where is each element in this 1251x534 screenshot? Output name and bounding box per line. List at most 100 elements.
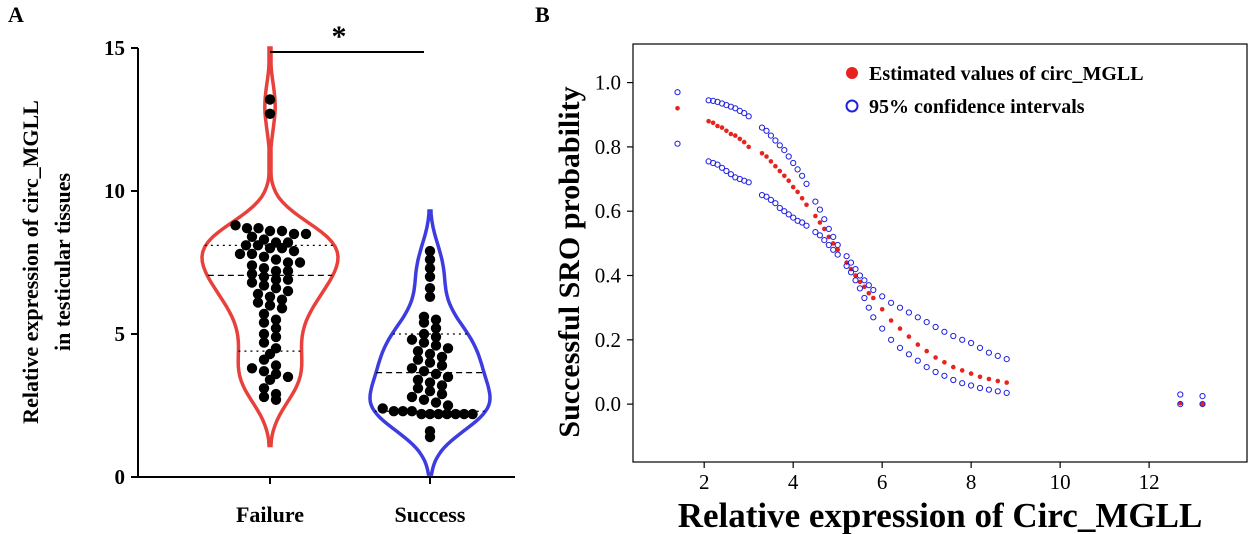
estimate-point	[830, 241, 836, 246]
confidence-interval-point	[870, 286, 877, 294]
estimate-point	[888, 318, 894, 323]
estimate-point	[737, 136, 743, 142]
confidence-interval-point	[776, 204, 783, 212]
violin-data-point	[430, 397, 442, 408]
estimate-point	[719, 125, 725, 130]
confidence-interval-point	[705, 97, 712, 104]
violin-data-point	[234, 248, 246, 260]
violin-data-point	[276, 294, 288, 305]
violin-data-point	[467, 408, 478, 420]
scatter-y-axis-label: Successful SRO probability	[553, 86, 586, 437]
estimate-point	[986, 376, 992, 382]
violin-data-point	[258, 354, 270, 365]
estimate-point	[871, 295, 876, 301]
confidence-interval-point	[888, 336, 895, 343]
violin-chart: Relative expression of circ_MGLL in test…	[18, 20, 515, 527]
violin-data-point	[252, 240, 264, 251]
violin-data-point	[258, 280, 270, 291]
violin-data-point	[282, 274, 294, 285]
violin-data-point	[288, 245, 300, 257]
estimate-point	[759, 151, 765, 156]
confidence-interval-point	[794, 166, 801, 173]
violin-data-point	[258, 383, 270, 394]
violin-data-point	[253, 223, 264, 234]
confidence-interval-point	[674, 89, 681, 96]
confidence-interval-point	[847, 269, 855, 276]
violin-y-tick-label: 0	[115, 465, 126, 489]
estimate-point	[879, 307, 885, 312]
scatter-y-tick-label: 0.4	[595, 264, 622, 288]
confidence-interval-point	[950, 376, 957, 384]
violin-data-point	[258, 317, 270, 328]
confidence-interval-point	[830, 233, 837, 240]
violin-y-tick-label: 5	[115, 322, 126, 346]
scatter-plot-frame	[632, 43, 1248, 463]
confidence-interval-point	[994, 352, 1001, 359]
estimate-point	[942, 360, 947, 365]
confidence-interval-point	[932, 323, 939, 331]
violin-data-point	[270, 360, 282, 371]
violin-data-point	[388, 406, 399, 417]
confidence-interval-point	[821, 216, 828, 223]
violin-data-point	[441, 408, 453, 420]
estimate-point	[835, 247, 840, 253]
violin-data-point	[230, 220, 241, 231]
violin-data-point	[241, 223, 253, 234]
violin-data-point	[430, 323, 442, 334]
violin-data-point	[430, 314, 442, 325]
confidence-interval-point	[888, 299, 895, 306]
violin-y-tick-label: 10	[104, 179, 125, 203]
violin-data-point	[424, 271, 436, 282]
violin-data-point	[450, 408, 461, 420]
violin-data-point	[412, 374, 424, 385]
estimate-point	[924, 348, 929, 354]
legend-marker-confidence	[845, 99, 859, 113]
violin-data-point	[258, 366, 270, 377]
confidence-interval-point	[816, 232, 824, 239]
legend-label: Estimated values of circ_MGLL	[869, 63, 1144, 85]
estimate-point	[706, 118, 711, 124]
confidence-interval-point	[847, 259, 855, 266]
estimate-point	[790, 184, 796, 190]
estimate-point	[777, 168, 783, 174]
panel-label-a: A	[8, 2, 24, 27]
scatter-x-tick-label: 4	[788, 470, 799, 494]
confidence-interval-point	[825, 241, 832, 249]
violin-data-point	[258, 251, 270, 262]
violin-data-point	[424, 283, 436, 294]
scatter-y-tick-label: 0.0	[595, 392, 621, 416]
violin-data-point	[436, 351, 448, 363]
estimate-point	[733, 133, 738, 138]
violin-data-point	[252, 288, 264, 300]
violin-data-point	[276, 303, 288, 314]
confidence-interval-point	[1177, 401, 1184, 408]
confidence-interval-point	[790, 214, 797, 221]
confidence-interval-point	[843, 262, 850, 269]
confidence-interval-point	[923, 364, 930, 371]
confidence-interval-point	[741, 110, 748, 117]
confidence-interval-point	[905, 309, 913, 316]
confidence-interval-point	[856, 285, 864, 292]
violin-data-point	[412, 383, 424, 394]
violin-data-point	[418, 394, 430, 405]
estimate-point	[773, 163, 778, 169]
violin-data-point	[258, 308, 270, 320]
estimate-point	[915, 342, 921, 347]
confidence-interval-point	[852, 266, 859, 273]
violin-data-point	[436, 360, 448, 371]
estimate-point	[795, 189, 800, 195]
violin-data-point	[406, 363, 418, 374]
violin-data-point	[270, 274, 282, 285]
estimate-point	[853, 273, 858, 278]
violin-data-point	[258, 391, 270, 403]
confidence-interval-point	[968, 382, 975, 389]
violin-data-point	[282, 265, 294, 277]
estimate-point	[968, 371, 974, 376]
confidence-interval-point	[834, 241, 841, 249]
violin-data-point	[246, 277, 258, 288]
estimate-point	[866, 290, 872, 296]
confidence-interval-point	[865, 304, 872, 311]
confidence-interval-point	[772, 137, 779, 144]
confidence-interval-point	[914, 314, 921, 321]
estimate-point	[728, 131, 734, 137]
